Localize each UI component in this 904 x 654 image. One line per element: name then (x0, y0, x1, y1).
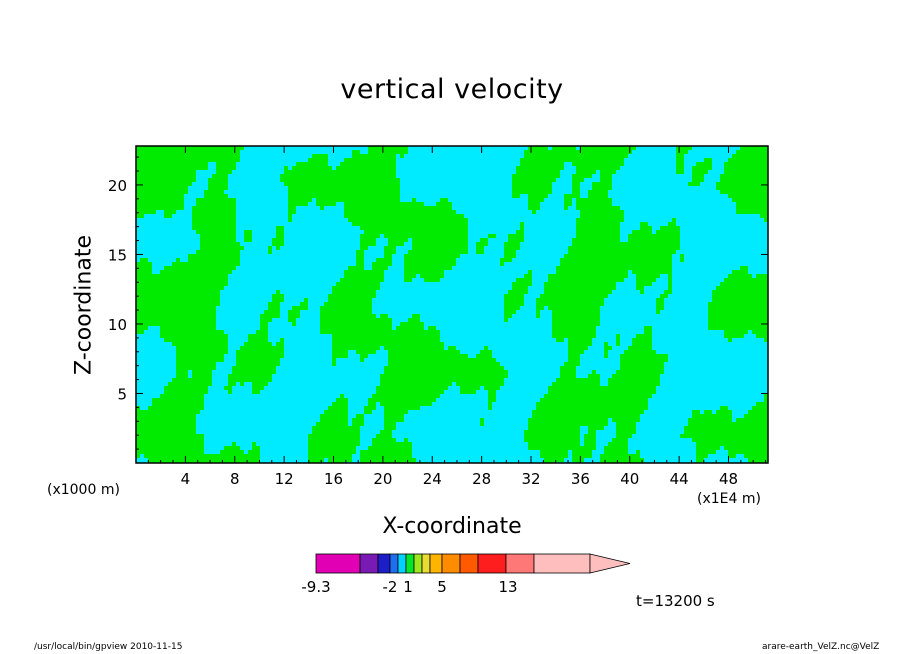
field-background (136, 146, 768, 463)
x-tick-label: 24 (423, 470, 442, 488)
x-axis: 4 8 12 16 20 24 28 32 36 40 44 48 (147, 146, 767, 488)
velocity-field (136, 146, 768, 463)
colorbar-segment (389, 553, 399, 574)
y-axis-label: Z-coordinate (71, 235, 97, 375)
colorbar-label: -2 (383, 578, 398, 596)
x-axis-label: X-coordinate (382, 514, 522, 539)
colorbar-segment (413, 553, 423, 574)
x-tick-label: 32 (521, 470, 540, 488)
colorbar-label: 13 (498, 578, 517, 596)
x-tick-label: 36 (571, 470, 590, 488)
y-tick-label: 20 (108, 177, 127, 195)
y-tick-label: 15 (108, 246, 127, 264)
colorbar-label: 5 (437, 578, 447, 596)
footer-command: /usr/local/bin/gpview 2010-11-15 (34, 642, 183, 652)
y-tick-label: 5 (117, 385, 127, 403)
colorbar: -9.3 -2 1 5 13 (301, 553, 631, 596)
y-axis: 5 10 15 20 (108, 156, 768, 450)
x-tick-label: 12 (275, 470, 294, 488)
x-tick-label: 44 (670, 470, 689, 488)
x-tick-label: 16 (324, 470, 343, 488)
chart-title: vertical velocity (340, 74, 564, 105)
x-tick-label: 4 (181, 470, 191, 488)
colorbar-extension (589, 553, 631, 574)
x-tick-label: 40 (620, 470, 639, 488)
colorbar-segment (459, 553, 479, 574)
x-axis-unit-right: (x1E4 m) (697, 491, 761, 507)
x-axis-unit-left: (x1000 m) (47, 482, 120, 498)
colorbar-label: -9.3 (301, 578, 330, 596)
x-tick-label: 28 (472, 470, 491, 488)
colorbar-segment (429, 553, 443, 574)
y-tick-label: 10 (108, 316, 127, 334)
colorbar-segment (441, 553, 461, 574)
colorbar-label: 1 (403, 578, 413, 596)
positive-velocity-region (136, 146, 768, 463)
colorbar-segment (421, 553, 431, 574)
colorbar-segment (405, 553, 415, 574)
colorbar-segment (397, 553, 407, 574)
x-tick-label: 20 (373, 470, 392, 488)
colorbar-segment (505, 553, 535, 574)
time-label: t=13200 s (636, 592, 715, 610)
colorbar-segment (477, 553, 507, 574)
x-tick-label: 48 (719, 470, 738, 488)
plot-frame (135, 145, 769, 464)
colorbar-segment (533, 553, 591, 574)
colorbar-segment (359, 553, 379, 574)
colorbar-segment (377, 553, 391, 574)
colorbar-segment (315, 553, 361, 574)
footer-variable: arare-earth_VelZ.nc@VelZ (762, 642, 880, 652)
x-tick-label: 8 (230, 470, 240, 488)
